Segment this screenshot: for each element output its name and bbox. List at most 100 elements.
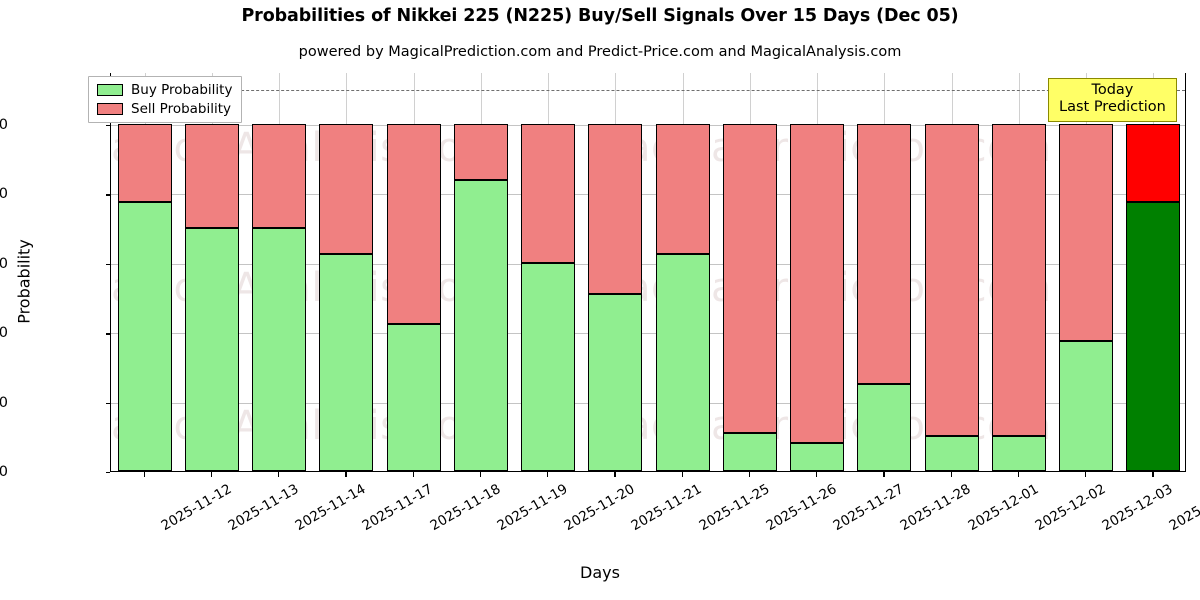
plot-area: MagicalAnalysis.comMagicalPrediction.com… [110, 73, 1186, 472]
chart-subtitle: powered by MagicalPrediction.com and Pre… [298, 44, 902, 60]
x-tick-mark [816, 472, 818, 477]
x-tick-label: 2025-11-21 [628, 481, 705, 535]
x-tick-label: 2025-11-18 [427, 481, 504, 535]
bar-segment-buy[interactable] [521, 262, 576, 471]
x-axis-label: Days [580, 563, 620, 582]
y-tick-mark [106, 402, 110, 404]
x-tick-label: 2025-11-20 [561, 481, 638, 535]
bar-group[interactable] [722, 73, 777, 471]
bar-segment-buy[interactable] [1126, 202, 1181, 471]
x-tick-mark [1085, 472, 1087, 477]
y-tick-mark [106, 194, 110, 196]
x-tick-mark [883, 472, 885, 477]
y-gridline [111, 333, 1185, 335]
bar-segment-sell[interactable] [857, 124, 912, 385]
y-gridline [111, 125, 1185, 127]
bar-group[interactable] [319, 73, 374, 471]
today-annotation-line2: Last Prediction [1059, 99, 1166, 116]
legend-item-label: Buy Probability [131, 81, 233, 98]
bar-group[interactable] [790, 73, 845, 471]
bar-segment-buy[interactable] [991, 436, 1046, 471]
page-title: Probabilities of Nikkei 225 (N225) Buy/S… [241, 6, 959, 26]
bar-segment-buy[interactable] [184, 228, 239, 471]
x-tick-label: 2025-11-26 [763, 481, 840, 535]
bar-group[interactable] [1126, 73, 1181, 471]
bar-group[interactable] [117, 73, 172, 471]
bar-segment-sell[interactable] [655, 124, 710, 255]
bar-segment-sell[interactable] [117, 124, 172, 203]
x-tick-label: 2025-12-02 [1032, 481, 1109, 535]
bar-segment-buy[interactable] [319, 254, 374, 471]
y-gridline [111, 402, 1185, 404]
y-tick-mark [106, 472, 110, 474]
bar-group[interactable] [588, 73, 643, 471]
bar-segment-buy[interactable] [386, 323, 441, 471]
bar-segment-sell[interactable] [184, 124, 239, 229]
x-tick-label: 2025-11-14 [292, 481, 369, 535]
bar-segment-sell[interactable] [521, 124, 576, 263]
bar-segment-buy[interactable] [588, 294, 643, 471]
bar-group[interactable] [386, 73, 441, 471]
bar-segment-sell[interactable] [991, 124, 1046, 437]
y-gridline [111, 194, 1185, 196]
x-tick-label: 2025-11-25 [696, 481, 773, 535]
bar-segment-buy[interactable] [924, 436, 979, 471]
x-tick-mark [412, 472, 414, 477]
bar-segment-buy[interactable] [453, 179, 508, 471]
bar-segment-sell[interactable] [790, 124, 845, 444]
x-tick-label: 2025-11-28 [897, 481, 974, 535]
bar-group[interactable] [924, 73, 979, 471]
bar-group[interactable] [857, 73, 912, 471]
threshold-dashed-line [111, 90, 1185, 92]
bar-segment-buy[interactable] [790, 443, 845, 471]
x-tick-label: 2025-11-27 [830, 481, 907, 535]
bar-segment-sell[interactable] [319, 124, 374, 255]
bar-segment-buy[interactable] [857, 384, 912, 471]
today-annotation-line1: Today [1091, 82, 1134, 98]
legend-swatch-icon [97, 83, 123, 96]
bar-segment-sell[interactable] [722, 124, 777, 433]
y-axis-label: Probability [14, 239, 34, 324]
bar-group[interactable] [521, 73, 576, 471]
x-tick-mark [479, 472, 482, 477]
y-tick-label: 0 [0, 464, 8, 480]
bar-segment-sell[interactable] [252, 124, 307, 229]
legend-item[interactable]: Sell Probability [97, 101, 232, 117]
bar-segment-sell[interactable] [924, 124, 979, 437]
x-tick-mark [278, 472, 280, 477]
y-tick-mark [106, 263, 110, 266]
bar-group[interactable] [655, 73, 710, 471]
bar-segment-buy[interactable] [252, 228, 307, 471]
y-tick-label: 80 [0, 186, 8, 203]
x-tick-mark [1152, 472, 1154, 477]
y-tick-label: 100 [0, 117, 8, 134]
bar-segment-buy[interactable] [117, 202, 172, 471]
bar-group[interactable] [453, 73, 508, 471]
legend-item[interactable]: Buy Probability [97, 81, 233, 98]
bar-segment-buy[interactable] [1059, 340, 1114, 471]
x-tick-label: 2025-12-01 [965, 481, 1042, 535]
bar-segment-sell[interactable] [1126, 124, 1181, 203]
y-tick-mark [106, 125, 110, 127]
bar-segment-buy[interactable] [655, 254, 710, 471]
bar-segment-sell[interactable] [588, 124, 643, 295]
x-tick-label: 2025-11-13 [225, 481, 302, 535]
bar-segment-buy[interactable] [722, 432, 777, 471]
x-tick-mark [345, 472, 347, 477]
legend-swatch-icon [97, 102, 123, 115]
bar-group[interactable] [991, 73, 1046, 471]
bar-group[interactable] [252, 73, 307, 471]
bar-group[interactable] [184, 73, 239, 471]
x-tick-mark [614, 472, 616, 477]
bar-segment-sell[interactable] [453, 124, 508, 180]
y-tick-label: 40 [0, 325, 8, 342]
y-gridline [111, 263, 1185, 265]
bar-group[interactable] [1059, 73, 1114, 471]
bar-segment-sell[interactable] [386, 124, 441, 324]
x-tick-mark [547, 472, 549, 477]
x-tick-label: 2025-11-12 [158, 481, 235, 535]
x-tick-mark [1017, 472, 1020, 477]
chart-legend: Buy Probability Sell Probability [88, 76, 243, 123]
bar-segment-sell[interactable] [1059, 124, 1114, 341]
